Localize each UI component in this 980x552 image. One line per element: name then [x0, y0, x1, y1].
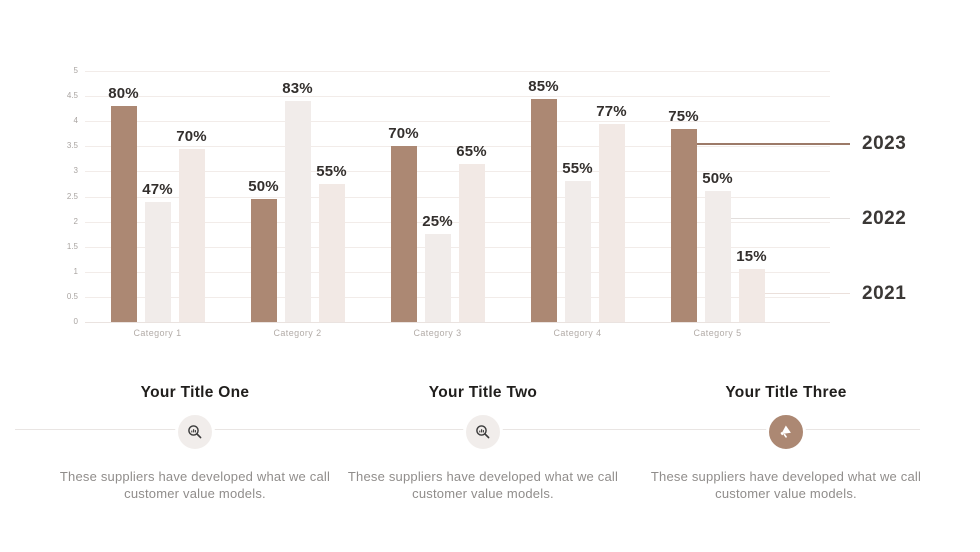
bar-data-label: 70% — [176, 127, 207, 145]
y-axis-tick-label: 0 — [73, 317, 78, 326]
bar-2023-category-2 — [250, 199, 277, 322]
y-axis-tick-label: 1 — [73, 266, 78, 276]
y-axis-tick-label: 0.5 — [66, 291, 78, 301]
category-axis-label: Category 5 — [693, 328, 742, 338]
legend-label-2022: 2022 — [862, 208, 907, 230]
bar-2023-category-4 — [530, 98, 557, 322]
bar-data-label: 25% — [422, 213, 453, 231]
feature-one-description: These suppliers have developed what we c… — [59, 469, 331, 501]
gridline — [85, 221, 830, 223]
gridline — [85, 71, 830, 72]
feature-two-title: Your Title Two — [428, 384, 538, 401]
bar-data-label: 80% — [108, 85, 139, 103]
bar-data-label: 55% — [562, 160, 593, 178]
category-axis-label: Category 1 — [133, 328, 182, 338]
feature-three-description: These suppliers have developed what we c… — [650, 469, 922, 501]
legend-callout-line-2022 — [730, 218, 850, 220]
gridline — [85, 322, 830, 323]
bar-2021-category-5 — [738, 269, 765, 322]
gridline — [85, 246, 830, 248]
feature-two-description: These suppliers have developed what we c… — [347, 469, 619, 501]
y-axis-tick-label: 3.5 — [66, 141, 78, 151]
bar-data-label: 70% — [388, 125, 419, 143]
y-axis-tick-label: 4 — [73, 116, 78, 126]
legend-callout-line-2023 — [696, 143, 850, 146]
y-axis-tick-label: 1.5 — [66, 241, 78, 251]
feature-one: Your Title One These suppliers have deve… — [55, 384, 335, 502]
bar-2021-category-4 — [598, 123, 625, 322]
category-axis-label: Category 3 — [413, 328, 462, 338]
bar-data-label: 77% — [596, 102, 627, 120]
feature-two: Your Title Two These suppliers have deve… — [343, 384, 623, 502]
legend-callout-line-2021 — [764, 292, 850, 294]
bar-2022-category-1 — [144, 201, 171, 322]
megaphone-icon — [766, 412, 806, 452]
bar-2023-category-5 — [670, 128, 697, 322]
feature-one-title: Your Title One — [140, 384, 250, 401]
bar-2022-category-4 — [564, 181, 591, 322]
feature-three: Your Title Three These suppliers have de… — [646, 384, 926, 502]
gridline — [85, 121, 830, 123]
y-axis-tick-label: 2.5 — [66, 191, 78, 201]
gridline — [85, 146, 830, 148]
bar-data-label: 50% — [702, 170, 733, 188]
feature-three-title: Your Title Three — [725, 384, 847, 401]
bar-2022-category-5 — [704, 191, 731, 322]
y-axis-tick-label: 3 — [73, 166, 78, 176]
bar-2021-category-3 — [458, 163, 485, 322]
bar-2023-category-3 — [390, 146, 417, 322]
bar-2022-category-2 — [284, 101, 311, 322]
bar-data-label: 83% — [282, 80, 313, 98]
gridline — [85, 196, 830, 198]
category-axis-label: Category 4 — [553, 328, 602, 338]
gridline — [85, 171, 830, 173]
bar-data-label: 65% — [456, 142, 487, 160]
search-analytics-icon — [175, 412, 215, 452]
y-axis-tick-label: 2 — [73, 216, 78, 226]
bar-2022-category-3 — [424, 234, 451, 322]
y-axis-tick-label: 5 — [73, 66, 78, 75]
bar-data-label: 15% — [736, 248, 767, 266]
y-axis-tick-label: 4.5 — [66, 91, 78, 101]
bar-data-label: 50% — [248, 178, 279, 195]
bar-2023-category-1 — [110, 106, 137, 322]
legend-label-2021: 2021 — [862, 282, 907, 304]
search-analytics-icon — [463, 412, 503, 452]
bar-data-label: 47% — [142, 180, 173, 198]
bar-data-label: 55% — [316, 162, 347, 180]
gridline — [85, 271, 830, 273]
gridline — [85, 96, 830, 98]
gridline — [85, 296, 830, 298]
bar-2021-category-1 — [178, 148, 205, 322]
category-axis-label: Category 2 — [273, 328, 322, 338]
legend-label-2023: 2023 — [862, 133, 907, 155]
bar-data-label: 85% — [528, 77, 559, 95]
bar-2021-category-2 — [318, 183, 345, 322]
bar-data-label: 75% — [668, 107, 699, 125]
